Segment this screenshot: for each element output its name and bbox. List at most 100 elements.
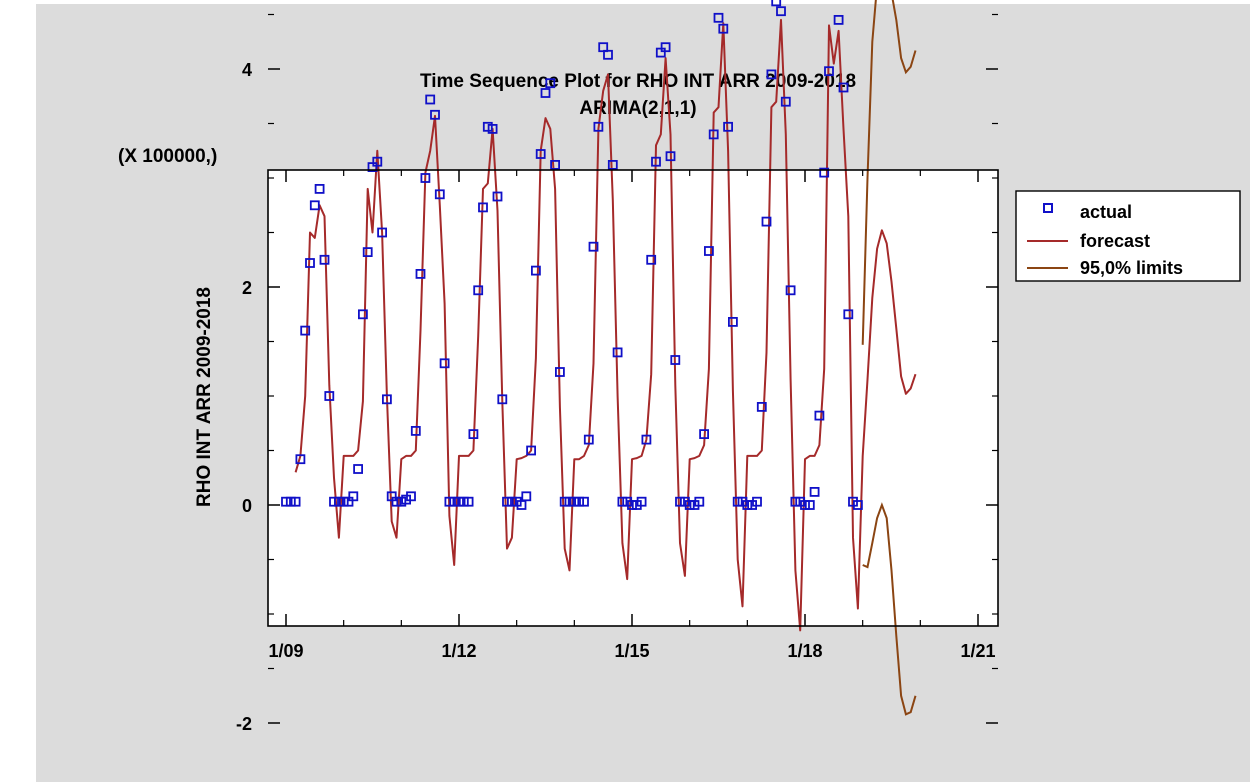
actual-point <box>723 121 733 132</box>
x-tick-label: 1/09 <box>268 641 303 661</box>
actual-point <box>478 202 488 213</box>
actual-point <box>780 96 791 107</box>
y-tick-label: 4 <box>242 60 252 80</box>
actual-point <box>819 167 830 178</box>
plot-border <box>267 169 999 627</box>
axis-ticks: 1/091/121/151/181/21-20246 <box>236 13 998 734</box>
legend-box <box>1015 190 1241 282</box>
actual-point <box>607 159 618 170</box>
actual-point <box>410 425 421 436</box>
actual-point <box>372 156 383 167</box>
actual-point <box>641 434 652 445</box>
legend-actual-label: actual <box>1080 202 1132 222</box>
actual-point <box>651 156 661 167</box>
actual-point <box>555 367 565 377</box>
actual-point <box>579 496 589 507</box>
actual-point <box>670 355 681 365</box>
actual-point <box>439 358 450 369</box>
chart-title: Time Sequence Plot for RHO INT ARR 2009-… <box>420 71 856 92</box>
actual-point <box>314 183 325 194</box>
actual-point <box>761 216 772 227</box>
limits-line-lower <box>862 502 917 716</box>
plot-area <box>268 170 998 626</box>
actual-point <box>675 496 685 507</box>
actual-point <box>603 49 613 60</box>
actual-point <box>708 129 719 140</box>
actual-point <box>728 316 738 327</box>
actual-point <box>660 42 671 53</box>
legend-forecast-label: forecast <box>1080 231 1150 251</box>
actual-point <box>381 394 392 405</box>
y-axis-label: RHO INT ARR 2009-2018 <box>194 287 215 507</box>
actual-point <box>646 254 657 265</box>
actual-point <box>463 496 474 507</box>
actual-point <box>309 200 320 211</box>
actual-point <box>833 14 844 25</box>
actual-point <box>535 149 546 159</box>
actual-point <box>324 391 335 401</box>
actual-point <box>526 445 536 456</box>
actual-point <box>718 23 729 34</box>
actual-point <box>300 325 311 336</box>
actual-point <box>838 82 849 93</box>
actual-point <box>574 496 584 507</box>
actual-point <box>824 66 834 77</box>
chart-subtitle: ARIMA(2,1,1) <box>579 98 696 119</box>
actual-point <box>853 500 863 510</box>
actual-point <box>540 88 551 98</box>
actual-point <box>487 124 498 134</box>
y-tick-label: 0 <box>242 496 252 516</box>
actual-point <box>425 94 436 105</box>
actual-point <box>665 151 676 162</box>
actual-point <box>319 254 330 265</box>
actual-point <box>550 159 560 170</box>
x-tick-label: 1/15 <box>614 641 649 661</box>
x-tick-label: 1/12 <box>441 641 476 661</box>
actual-point <box>809 486 820 497</box>
actual-point <box>612 347 623 358</box>
actual-point <box>430 109 440 120</box>
actual-point <box>843 309 854 320</box>
actual-point <box>415 268 426 279</box>
actual-point <box>473 285 484 296</box>
actual-point <box>434 189 445 200</box>
actual-point <box>756 401 767 412</box>
actual-point <box>357 309 368 320</box>
actual-series <box>281 0 863 510</box>
actual-point <box>593 121 604 132</box>
actual-point <box>377 227 388 238</box>
actual-point <box>814 410 825 421</box>
actual-point <box>636 496 647 507</box>
actual-point <box>804 500 815 510</box>
actual-point <box>752 496 762 507</box>
actual-point <box>771 0 782 7</box>
legend: actual forecast 95,0% limits <box>1015 190 1241 282</box>
actual-point <box>699 429 709 440</box>
actual-point <box>305 258 315 268</box>
limits-line-upper <box>861 0 917 345</box>
actual-point <box>353 464 364 474</box>
actual-point <box>497 394 508 405</box>
actual-point <box>588 241 599 252</box>
actual-point <box>704 246 714 256</box>
actual-point <box>713 12 724 23</box>
limits-series <box>861 0 917 716</box>
x-tick-label: 1/21 <box>960 641 995 661</box>
actual-point <box>785 285 796 296</box>
actual-point <box>420 173 431 183</box>
legend-limits-label: 95,0% limits <box>1080 258 1183 278</box>
actual-point <box>766 69 777 80</box>
actual-point <box>468 429 479 440</box>
actual-point <box>776 6 786 17</box>
actual-point <box>545 78 556 89</box>
actual-point <box>406 491 416 502</box>
actual-point <box>290 496 301 507</box>
actual-point <box>348 491 359 502</box>
actual-point <box>583 434 594 445</box>
x-tick-label: 1/18 <box>787 641 822 661</box>
actual-point <box>295 454 306 465</box>
legend-actual-marker <box>1043 203 1053 213</box>
actual-point <box>362 247 373 258</box>
